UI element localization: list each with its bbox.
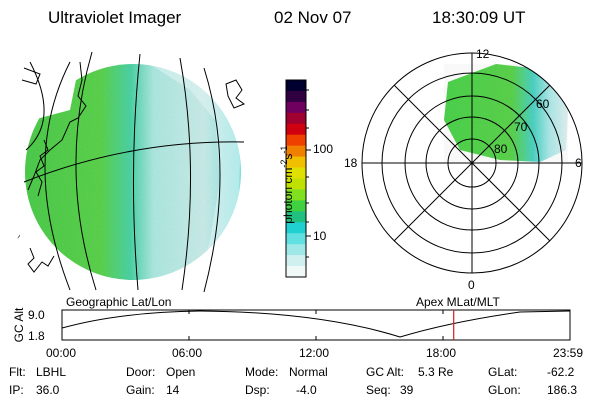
- colorbar-segment: [286, 244, 306, 256]
- door-label: Door:: [126, 365, 156, 379]
- ip-value: 36.0: [36, 383, 60, 397]
- dsp-value: -4.0: [296, 383, 317, 397]
- colorbar-ticks: [306, 89, 311, 258]
- geographic-panel: ~: [14, 51, 246, 293]
- date-label: 02 Nov 07: [274, 8, 352, 27]
- colorbar-segment: [286, 266, 306, 278]
- colorbar-segment: [286, 222, 306, 234]
- mlt-label-6: 6: [575, 156, 582, 170]
- no-data-region: [22, 60, 80, 118]
- colorbar-tick-10: 10: [313, 229, 327, 243]
- colorbar-segment: [286, 255, 306, 267]
- colorbar-segment: [286, 101, 306, 114]
- polar-grid: [361, 52, 583, 274]
- timeline-tick-3: 18:00: [426, 346, 457, 360]
- colorbar-segment: [286, 145, 306, 158]
- mode-value: Normal: [289, 365, 328, 379]
- filter-label: Flt:: [9, 365, 26, 379]
- glon-label: GLon:: [488, 383, 521, 397]
- timeline-ymin: 1.8: [28, 329, 45, 343]
- dsp-label: Dsp:: [245, 383, 270, 397]
- glon-value: 186.3: [547, 383, 578, 397]
- gc-alt-label: GC Alt:: [366, 365, 405, 379]
- glat-value: -62.2: [547, 365, 575, 379]
- seq-label: Seq:: [366, 383, 391, 397]
- colorbar-segment: [286, 156, 306, 169]
- timeline-tick-0: 00:00: [46, 346, 77, 360]
- seq-value: 39: [400, 383, 414, 397]
- timeline-ymax: 9.0: [28, 308, 45, 322]
- timeline-tick-4: 23:59: [553, 346, 584, 360]
- ip-label: IP:: [9, 383, 24, 397]
- colorbar-segment: [286, 123, 306, 136]
- coast-marker: ~: [14, 232, 24, 241]
- mlat-label-70: 70: [514, 120, 528, 134]
- geographic-caption: Geographic Lat/Lon: [66, 295, 172, 309]
- mlt-label-0: 0: [468, 278, 475, 292]
- colorbar-segment: [286, 233, 306, 245]
- timeline-tick-2: 12:00: [299, 346, 330, 360]
- colorbar: [286, 80, 306, 278]
- filter-value: LBHL: [36, 365, 67, 379]
- timeline-tick-1: 06:00: [172, 346, 203, 360]
- coastline: [21, 61, 246, 273]
- colorbar-unit-label: photon cm-2s-1: [279, 145, 295, 224]
- mlt-label-12: 12: [476, 47, 490, 61]
- mode-label: Mode:: [245, 365, 279, 379]
- geo-grid-lines: [23, 51, 245, 293]
- mlat-label-80: 80: [494, 142, 508, 156]
- apex-caption: Apex MLat/MLT: [416, 295, 500, 309]
- glat-label: GLat:: [488, 365, 518, 379]
- mlat-label-60: 60: [536, 97, 550, 111]
- colorbar-segment: [286, 167, 306, 180]
- colorbar-segment: [286, 200, 306, 212]
- colorbar-segment: [286, 134, 306, 147]
- time-label: 18:30:09 UT: [432, 8, 526, 27]
- instrument-title: Ultraviolet Imager: [48, 8, 182, 27]
- door-value: Open: [166, 365, 196, 379]
- colorbar-segment: [286, 90, 306, 103]
- altitude-timeline: [61, 309, 571, 341]
- colorbar-segment: [286, 112, 306, 125]
- timeline-ylabel: GC Alt: [12, 307, 26, 343]
- colorbar-segment: [286, 80, 306, 92]
- gain-label: Gain:: [126, 383, 155, 397]
- mlt-label-18: 18: [344, 156, 358, 170]
- gc-alt-value: 5.3 Re: [418, 365, 454, 379]
- colorbar-tick-100: 100: [313, 142, 334, 156]
- gain-value: 14: [166, 383, 180, 397]
- altitude-curve: [61, 310, 571, 338]
- colorbar-segment: [286, 211, 306, 223]
- colorbar-segment: [286, 189, 306, 201]
- colorbar-segment: [286, 178, 306, 191]
- polar-panel: [361, 52, 583, 274]
